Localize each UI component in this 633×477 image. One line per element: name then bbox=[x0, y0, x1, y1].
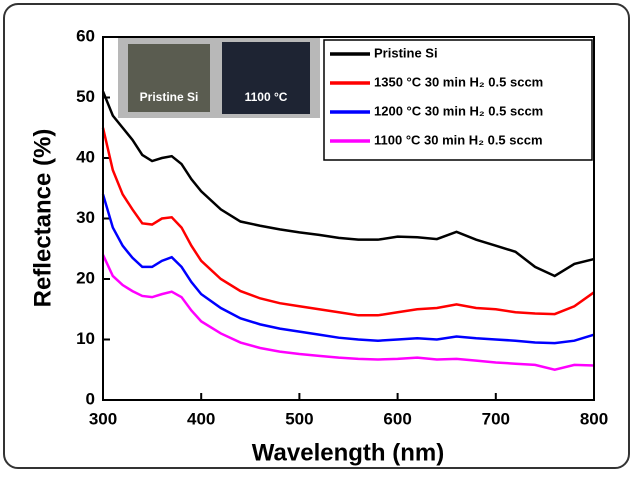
series-line bbox=[101, 90, 595, 278]
inset-photo bbox=[118, 38, 320, 118]
y-tick-label: 60 bbox=[76, 26, 95, 45]
y-tick-label: 0 bbox=[86, 389, 95, 408]
legend-label: 1200 °C 30 min H₂ 0.5 sccm bbox=[374, 103, 543, 118]
x-tick-label: 400 bbox=[187, 409, 215, 428]
series-line bbox=[101, 193, 595, 345]
y-tick-label: 40 bbox=[76, 147, 95, 166]
legend-label: 1100 °C 30 min H₂ 0.5 sccm bbox=[374, 132, 543, 147]
y-tick-label: 20 bbox=[76, 268, 95, 287]
legend-label: Pristine Si bbox=[374, 45, 438, 60]
y-tick-label: 30 bbox=[76, 208, 95, 227]
x-axis-label: Wavelength (nm) bbox=[252, 439, 444, 466]
plot-border bbox=[102, 36, 595, 401]
annealed-sample bbox=[222, 42, 310, 114]
x-tick-label: 300 bbox=[89, 409, 117, 428]
x-tick-label: 600 bbox=[383, 409, 411, 428]
y-tick-label: 10 bbox=[76, 329, 95, 348]
x-tick-label: 700 bbox=[482, 409, 510, 428]
series-line bbox=[101, 127, 595, 317]
legend-label: 1350 °C 30 min H₂ 0.5 sccm bbox=[374, 74, 543, 89]
y-axis-label: Reflectance (%) bbox=[29, 129, 56, 308]
pristine-sample bbox=[128, 44, 210, 112]
x-tick-label: 500 bbox=[285, 409, 313, 428]
series-line bbox=[101, 254, 595, 372]
y-tick-label: 50 bbox=[76, 87, 95, 106]
inset-label: 1100 °C bbox=[245, 90, 288, 104]
inset-label: Pristine Si bbox=[140, 90, 199, 104]
x-tick-label: 800 bbox=[580, 409, 608, 428]
